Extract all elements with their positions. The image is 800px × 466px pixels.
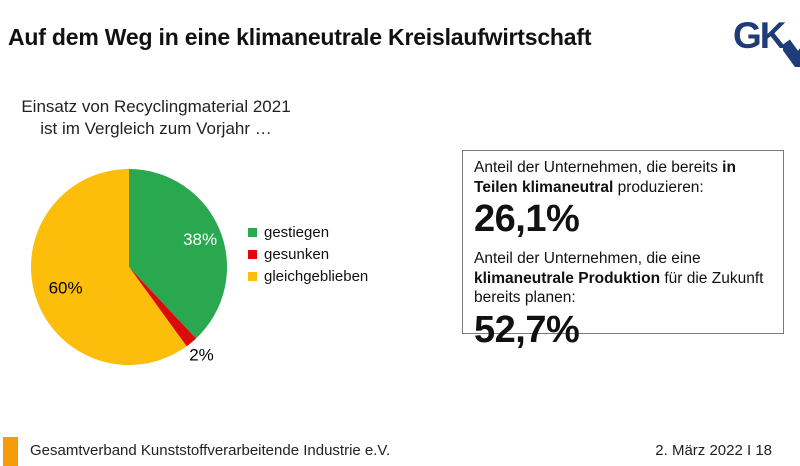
stats-text-2-tail: für die Zukunft bereits planen: — [474, 269, 764, 307]
chart-intro-line1: Einsatz von Recyclingmaterial 2021 — [21, 97, 291, 116]
footer-date-page: 2. März 2022 I 18 — [655, 442, 772, 459]
stats-text-2-normal: Anteil der Unternehmen, die eine — [474, 250, 701, 267]
pie-data-label: 2% — [189, 346, 214, 365]
chart-intro-line2: ist im Vergleich zum Vorjahr … — [40, 119, 272, 138]
gkv-logo: GK — [733, 16, 800, 67]
gkv-logo-text: GK — [733, 15, 786, 56]
stats-text-2-bold: klimaneutrale Produktion — [474, 269, 661, 287]
pie-slice-gesunken — [129, 267, 197, 347]
stats-value-1: 26,1% — [474, 198, 580, 240]
stats-text-1-normal: Anteil der Unternehmen, die bereits — [474, 159, 723, 176]
stats-text-1: Anteil der Unternehmen, die bereits in T… — [474, 158, 772, 197]
pie-chart: 38% 2% 60% — [30, 169, 228, 365]
footer-organization: Gesamtverband Kunststoffverarbeitende In… — [30, 442, 391, 459]
legend-label: gesunken — [264, 245, 330, 263]
legend-item-gleichgeblieben: gleichgeblieben — [248, 265, 368, 287]
chart-intro: Einsatz von Recyclingmaterial 2021 ist i… — [0, 96, 312, 140]
stats-value-2: 52,7% — [474, 308, 580, 351]
footer-accent-bar — [3, 437, 18, 466]
legend-label: gestiegen — [264, 223, 330, 241]
pie-data-label: 60% — [49, 279, 83, 298]
gkv-logo-checkmark-icon — [782, 39, 800, 67]
stats-text-2: Anteil der Unternehmen, die eine klimane… — [474, 249, 772, 308]
pie-data-label: 38% — [183, 230, 217, 249]
slide-title: Auf dem Weg in eine klimaneutrale Kreisl… — [8, 24, 592, 50]
stats-text-1-tail: produzieren: — [613, 178, 704, 196]
legend-label: gleichgeblieben — [264, 267, 369, 285]
legend-swatch-icon — [248, 271, 257, 281]
pie-chart-container: 38% 2% 60% — [29, 167, 233, 371]
pie-slice-gestiegen — [129, 169, 228, 339]
legend-swatch-icon — [248, 227, 257, 237]
pie-slice-gleichgeblieben — [30, 169, 187, 365]
legend-item-gesunken: gesunken — [248, 243, 368, 265]
legend-swatch-icon — [248, 249, 257, 259]
legend-item-gestiegen: gestiegen — [248, 221, 368, 243]
stats-text-1-bold: in Teilen klimaneutral — [474, 159, 736, 196]
stats-box: Anteil der Unternehmen, die bereits in T… — [462, 150, 784, 351]
pie-legend: gestiegen gesunken gleichgeblieben — [248, 221, 368, 287]
